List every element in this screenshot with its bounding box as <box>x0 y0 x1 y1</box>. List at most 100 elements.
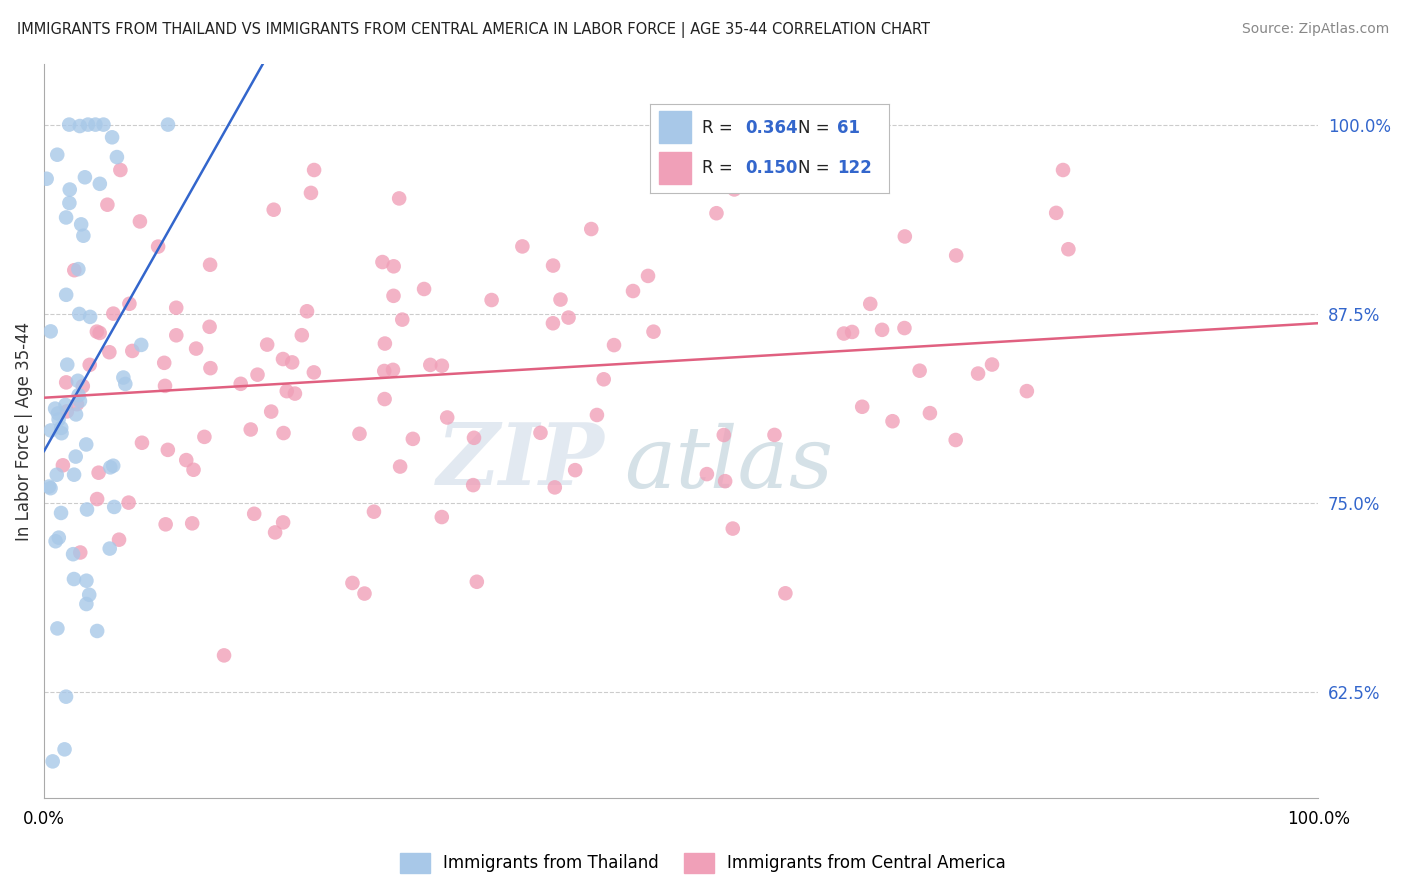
Point <box>581 222 603 236</box>
Point <box>118 297 141 311</box>
Point <box>46 622 69 636</box>
Point <box>53 742 76 756</box>
Point <box>44 401 66 416</box>
Point <box>75 574 97 588</box>
Point <box>66 374 89 388</box>
Point <box>382 289 405 303</box>
Point <box>114 376 136 391</box>
Point <box>121 343 143 358</box>
Point <box>67 307 90 321</box>
Point <box>181 516 204 531</box>
Point <box>550 293 572 307</box>
Point <box>69 393 91 408</box>
Point <box>55 398 77 412</box>
Point <box>696 467 718 481</box>
Point <box>96 197 118 211</box>
Point <box>430 359 453 373</box>
Point <box>541 259 564 273</box>
Point <box>58 118 80 132</box>
Point <box>908 364 931 378</box>
Point <box>1057 242 1080 256</box>
Point <box>46 147 69 161</box>
Point <box>66 397 89 411</box>
Point <box>430 510 453 524</box>
Point <box>117 495 139 509</box>
Point <box>72 379 94 393</box>
Point <box>436 410 458 425</box>
Point <box>45 534 67 549</box>
Point <box>39 424 62 438</box>
Point <box>46 406 69 420</box>
Point <box>564 463 586 477</box>
Point <box>373 364 395 378</box>
Legend: Immigrants from Thailand, Immigrants from Central America: Immigrants from Thailand, Immigrants fro… <box>394 847 1012 880</box>
Point <box>388 191 411 205</box>
Point <box>586 408 609 422</box>
Point <box>56 358 79 372</box>
Point <box>273 425 295 440</box>
Point <box>79 310 101 324</box>
Point <box>775 586 797 600</box>
Point <box>174 453 197 467</box>
Point <box>156 118 179 132</box>
Point <box>465 574 488 589</box>
Point <box>1052 163 1074 178</box>
Point <box>557 310 579 325</box>
Point <box>271 352 294 367</box>
Point <box>463 478 485 492</box>
Point <box>79 358 101 372</box>
Point <box>55 211 77 225</box>
Point <box>86 491 108 506</box>
Point <box>87 466 110 480</box>
Point <box>851 400 873 414</box>
Point <box>463 431 485 445</box>
Point <box>153 356 176 370</box>
Point <box>256 337 278 351</box>
Point <box>382 363 405 377</box>
Point <box>481 293 503 307</box>
Point <box>603 338 626 352</box>
Point <box>1015 384 1038 398</box>
Point <box>129 338 152 352</box>
Point <box>541 316 564 330</box>
Point <box>72 228 94 243</box>
Point <box>260 404 283 418</box>
Point <box>39 481 62 495</box>
Point <box>882 414 904 428</box>
Point <box>870 323 893 337</box>
Point <box>51 426 73 441</box>
Point <box>63 467 86 482</box>
Point <box>832 326 855 341</box>
Point <box>86 325 108 339</box>
Point <box>59 182 82 196</box>
Point <box>75 597 97 611</box>
Point <box>841 325 863 339</box>
Point <box>89 326 111 340</box>
Point <box>48 531 70 545</box>
Point <box>67 388 90 402</box>
Point <box>198 319 221 334</box>
Point <box>382 260 405 274</box>
Point <box>38 479 60 493</box>
Text: atlas: atlas <box>624 423 832 506</box>
Point <box>193 430 215 444</box>
Point <box>419 358 441 372</box>
Point <box>77 588 100 602</box>
Point <box>374 336 396 351</box>
Point <box>65 408 87 422</box>
Point <box>55 376 77 390</box>
Point <box>353 586 375 600</box>
Point <box>48 412 70 426</box>
Point <box>155 517 177 532</box>
Text: R =: R = <box>703 159 738 177</box>
Point <box>184 342 207 356</box>
Point <box>529 425 551 440</box>
Text: 61: 61 <box>837 119 859 136</box>
Point <box>75 437 97 451</box>
Point <box>41 755 63 769</box>
Point <box>89 177 111 191</box>
Point <box>706 206 728 220</box>
Point <box>62 547 84 561</box>
Point <box>112 370 135 384</box>
Point <box>281 355 304 369</box>
